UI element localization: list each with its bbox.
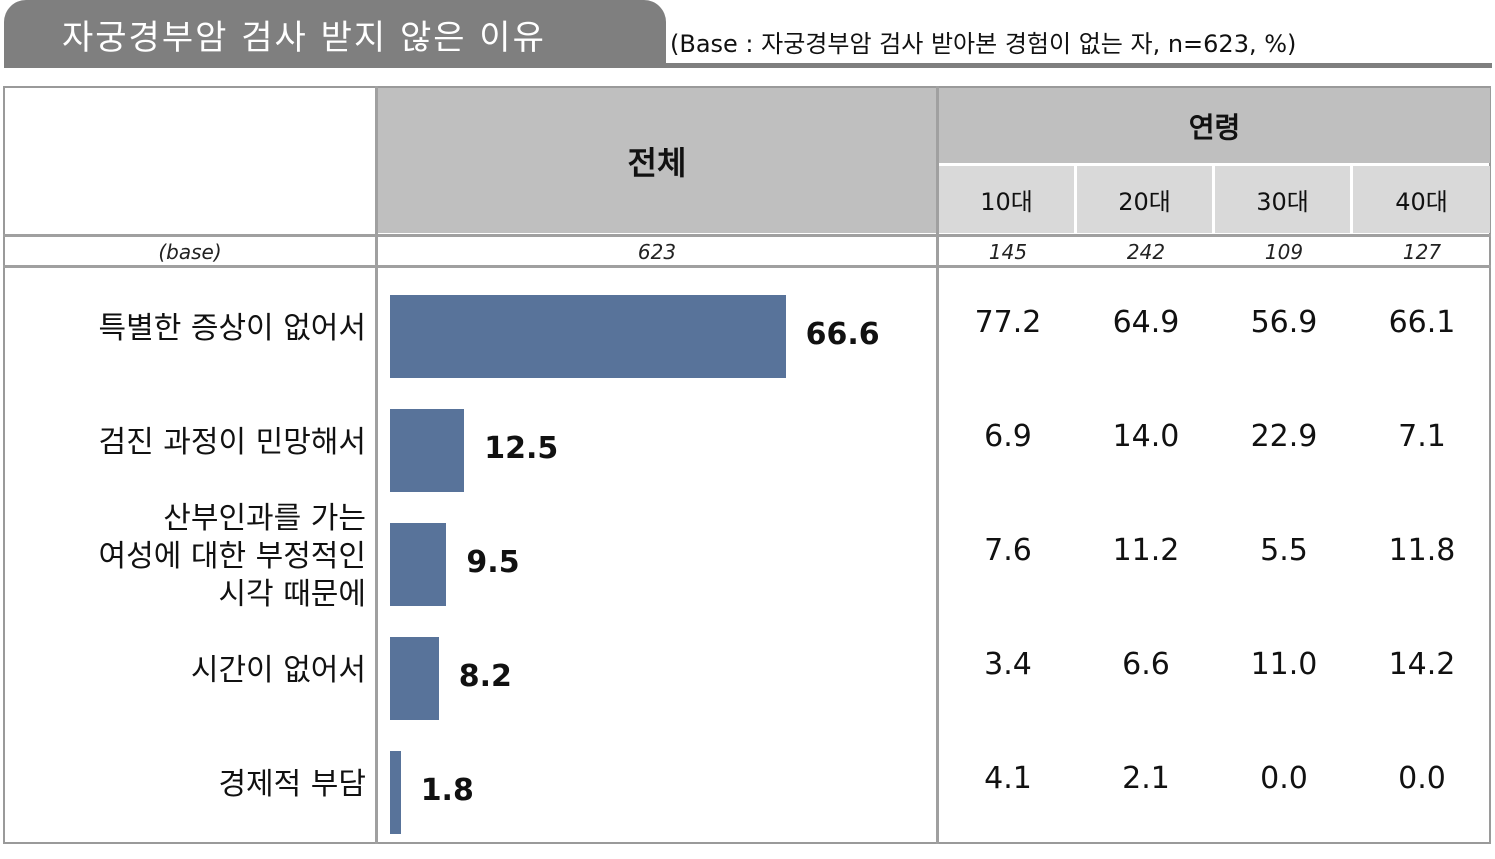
header-age-20s: 20대	[1077, 166, 1212, 233]
chart-title: 자궁경부암 검사 받지 않은 이유	[62, 17, 546, 58]
category-label: 경제적 부담	[6, 766, 366, 804]
divider-label-col	[375, 86, 378, 844]
category-label-line: 특별한 증상이 없어서	[98, 310, 366, 346]
category-label-line: 시각 때문에	[218, 576, 366, 612]
category-label: 검진 과정이 민망해서	[6, 424, 366, 462]
base-note: (Base : 자궁경부암 검사 받아본 경험이 없는 자, n=623, %)	[670, 30, 1297, 58]
age-value-cell: 7.1	[1398, 418, 1446, 454]
age-value-cell: 66.1	[1388, 304, 1456, 340]
age-value-cell: 5.5	[1260, 532, 1308, 568]
bar	[390, 409, 465, 492]
age-value-cell: 64.9	[1112, 304, 1180, 340]
bar	[390, 295, 786, 378]
header-age-group: 연령	[939, 88, 1490, 163]
age-value-cell: 0.0	[1260, 760, 1308, 796]
age-value-cell: 22.9	[1250, 418, 1318, 454]
age-value-cell: 0.0	[1398, 760, 1446, 796]
category-label: 산부인과를 가는 여성에 대한 부정적인 시각 때문에	[6, 500, 366, 614]
age-value-cell: 11.8	[1388, 532, 1456, 568]
header-age-30s: 30대	[1215, 166, 1350, 233]
age-value-cell: 6.9	[984, 418, 1032, 454]
bar	[390, 637, 439, 720]
header-total-label: 전체	[627, 143, 687, 182]
base-age-30s: 109	[1264, 240, 1304, 264]
age-value-cell: 7.6	[984, 532, 1032, 568]
title-underline	[666, 63, 1492, 68]
bar-value-label: 12.5	[484, 430, 559, 466]
bar-value-label: 8.2	[458, 658, 512, 694]
category-label: 시간이 없어서	[6, 652, 366, 690]
category-label-line: 여성에 대한 부정적인	[98, 538, 366, 574]
divider-header	[3, 234, 1491, 237]
category-label-line: 경제적 부담	[218, 766, 366, 802]
divider-base	[3, 265, 1491, 268]
age-value-cell: 2.1	[1122, 760, 1170, 796]
age-value-cell: 11.2	[1112, 532, 1180, 568]
base-total: 623	[637, 240, 677, 264]
base-age-10s: 145	[988, 240, 1028, 264]
age-value-cell: 77.2	[974, 304, 1042, 340]
bar-value-label: 66.6	[805, 316, 880, 352]
header-age-10s: 10대	[939, 166, 1074, 233]
age-value-cell: 3.4	[984, 646, 1032, 682]
age-value-cell: 11.0	[1250, 646, 1318, 682]
age-value-cell: 14.2	[1388, 646, 1456, 682]
base-label: (base)	[158, 240, 222, 264]
bar-value-label: 9.5	[466, 544, 520, 580]
category-label-line: 산부인과를 가는	[163, 500, 366, 536]
base-age-20s: 242	[1126, 240, 1166, 264]
category-label: 특별한 증상이 없어서	[6, 310, 366, 348]
age-value-cell: 6.6	[1122, 646, 1170, 682]
category-label-line: 시간이 없어서	[190, 652, 366, 688]
age-value-cell: 4.1	[984, 760, 1032, 796]
age-value-cell: 56.9	[1250, 304, 1318, 340]
header-age-group-label: 연령	[1188, 110, 1241, 144]
bar	[390, 751, 401, 834]
bar	[390, 523, 447, 606]
age-value-cell: 14.0	[1112, 418, 1180, 454]
table-frame	[3, 86, 1491, 844]
bar-value-label: 1.8	[420, 772, 474, 808]
header-total: 전체	[377, 88, 937, 233]
category-label-line: 검진 과정이 민망해서	[98, 424, 366, 460]
base-age-40s: 127	[1402, 240, 1442, 264]
divider-total-col	[936, 86, 939, 844]
header-age-40s: 40대	[1353, 166, 1490, 233]
chart-title-tab: 자궁경부암 검사 받지 않은 이유	[4, 0, 666, 68]
